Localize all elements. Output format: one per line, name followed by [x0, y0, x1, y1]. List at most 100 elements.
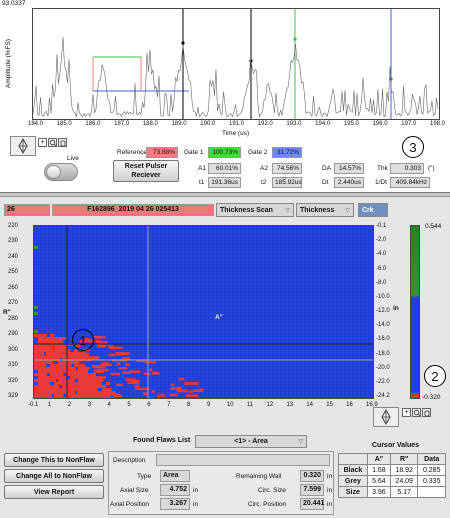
hand-tool-icon[interactable] [58, 138, 67, 147]
pan-arrows-icon [18, 137, 28, 155]
cscan-map [34, 226, 373, 398]
view-report-button[interactable]: View Report [4, 485, 104, 499]
table-header-cell [338, 453, 368, 465]
reference-gate-box[interactable] [92, 56, 142, 92]
remaining-wall-label: Remaining Wall [236, 473, 282, 480]
a1-label: A1 [198, 165, 206, 172]
tick-label: 197.0 [401, 121, 417, 127]
tick-label: -14.0 [376, 322, 390, 329]
right-axis-unit: in [393, 305, 399, 312]
table-cell: 3.96 [366, 486, 391, 498]
tick-label: 329 [8, 393, 19, 399]
tick-label: 14 [306, 402, 314, 408]
reference-value: 73.88% [146, 147, 178, 158]
tick-label: -10.0 [376, 293, 390, 300]
colormap-dropdown[interactable]: Crk [358, 203, 388, 217]
tick-label: 10 [226, 402, 234, 408]
pan-tool[interactable] [10, 136, 36, 156]
colorbar-min: -0.320 [422, 394, 441, 401]
tick-label: 195.0 [343, 121, 359, 127]
gate2-label: Gate 2 [248, 149, 268, 156]
remaining-wall-value: 0.320 [300, 470, 324, 482]
axial-size-value: 4.752 [160, 484, 190, 496]
idt-label: 1/Dt [375, 179, 387, 186]
cscan-zoom-cursor-icon[interactable]: + [402, 408, 411, 417]
change-all-nonflaw-button[interactable]: Change All to NonFlaw [4, 469, 104, 483]
gate1-value: 100.73% [208, 147, 241, 158]
tick-label: -16.0 [376, 336, 390, 343]
table-cell: 0.335 [417, 475, 446, 487]
chevron-down-icon: ▽ [298, 439, 303, 445]
description-field[interactable] [156, 454, 330, 466]
ascan-xticks: 184.0 185.0 186.0 187.0 188.0 189.0 190.0 191.0… [28, 121, 445, 130]
circ-position-unit: in [327, 501, 333, 508]
cscan-zoom-in-icon[interactable] [412, 408, 421, 417]
cscan-heatmap[interactable] [33, 225, 374, 399]
zoom-in-icon[interactable] [48, 138, 57, 147]
ascan-plot[interactable] [32, 8, 440, 120]
scan-type-dropdown[interactable]: Thickness Scan ▽ [216, 203, 294, 217]
panel-divider[interactable] [0, 192, 450, 197]
idt-value: 409.84kHz [390, 177, 430, 188]
found-flaws-label: Found Flaws List [133, 437, 191, 444]
table-row: A" R" Data [338, 453, 446, 465]
colorbar-max: 0.544 [425, 223, 442, 230]
dt-label: Dt [322, 179, 329, 186]
type-value: Area [160, 470, 190, 482]
tick-label: -0.1 [28, 402, 39, 408]
axial-position-label: Axial Position [110, 501, 150, 508]
tick-label: -2.0 [376, 237, 387, 244]
cscan-pan-tool[interactable] [373, 407, 399, 427]
chevron-down-icon: ▽ [285, 207, 290, 214]
circ-size-label: Circ. Size [258, 487, 286, 494]
ascan-xlabel: Time (us) [222, 130, 250, 137]
dt-value: 2.440us [334, 177, 364, 188]
table-cell: 5.17 [389, 486, 419, 498]
tick-label: -6.0 [376, 265, 387, 272]
thk-unit: (") [428, 165, 435, 172]
thk-value: 0.303 [390, 163, 424, 174]
file-name: F162896_2019 04 26 025413 [52, 204, 214, 216]
reset-pulser-button[interactable]: Reset Pulser Reciever [113, 160, 179, 182]
cscan-xlabel: A" [215, 314, 223, 321]
row-label: Size [338, 486, 368, 498]
live-toggle[interactable] [44, 163, 78, 181]
found-flaws-dropdown[interactable]: <1> - Area ▽ [195, 435, 307, 448]
tick-label: 290 [8, 331, 19, 338]
change-this-nonflaw-button[interactable]: Change This to NonFlaw [4, 453, 104, 467]
colorbar[interactable] [410, 225, 420, 399]
tick-label: 12 [266, 402, 274, 408]
a2-value: 74.56% [272, 163, 302, 174]
circ-size-unit: in [327, 487, 333, 494]
reference-label: Reference [117, 149, 147, 156]
cscan-hand-tool-icon[interactable] [422, 408, 431, 417]
display-mode-dropdown[interactable]: Thickness ▽ [296, 203, 354, 217]
table-header-cell: R" [389, 453, 419, 465]
chevron-down-icon: ▽ [345, 207, 350, 214]
tick-label: 4 [107, 402, 111, 408]
tick-label: 300 [8, 346, 19, 353]
tick-label: -18.0 [376, 350, 390, 357]
tick-label: 5 [127, 402, 131, 408]
ascan-panel: 93.0337 Amplitude (%FS) 184.0 185.0 186.0 1… [0, 0, 450, 192]
t1-label: t1 [199, 179, 205, 186]
tick-label: 194.0 [315, 121, 331, 127]
ascan-waveform [32, 9, 439, 119]
cscan-xticks: -0.1 1 2 3 4 5 6 7 8 9 10 11 12 13 14 15 16 16.9 [28, 402, 380, 411]
tick-label: -22.0 [376, 378, 390, 385]
tick-label: 186.0 [85, 121, 101, 127]
tick-label: 187.0 [114, 121, 130, 127]
t1-value: 191.36us [208, 177, 241, 188]
cscan-panel: 26 F162896_2019 04 26 025413 Thickness S… [0, 197, 450, 518]
scan-type-value: Thickness Scan [220, 206, 273, 214]
annotation-1: 1 [72, 329, 94, 351]
table-cell: 1.68 [366, 464, 391, 476]
tick-label: -24.2 [376, 393, 390, 399]
table-cell: 5.64 [366, 475, 391, 487]
tick-label: 193.0 [286, 121, 302, 127]
tick-label: 1 [47, 402, 52, 408]
zoom-cursor-icon[interactable]: + [38, 138, 47, 147]
table-row: Black 1.68 18.92 0.285 [338, 464, 446, 476]
pan-arrows-icon [381, 408, 391, 426]
table-cell: 0.285 [417, 464, 446, 476]
